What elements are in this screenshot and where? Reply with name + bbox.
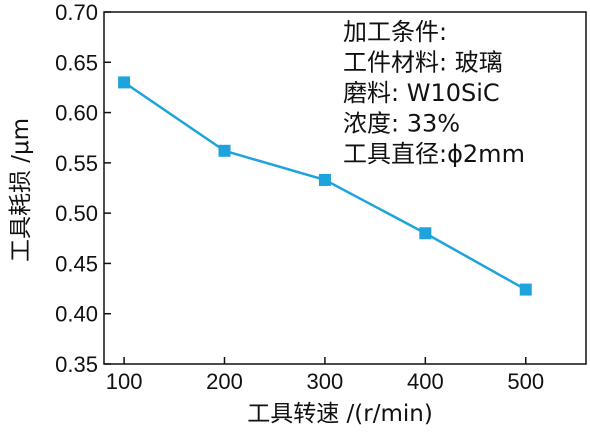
- series-group: [118, 76, 532, 296]
- y-tick-label: 0.55: [55, 151, 98, 176]
- annotation-line: 工件材料: 玻璃: [343, 49, 503, 77]
- annotation-line: 磨料: W10SiC: [343, 79, 500, 107]
- y-axis-label: 工具耗损 /μm: [8, 118, 34, 262]
- y-tick-label: 0.65: [55, 50, 98, 75]
- plot-frame: [103, 11, 587, 365]
- series-line: [123, 81, 527, 291]
- x-tick-label: 100: [106, 369, 143, 394]
- y-tick-label: 0.60: [55, 101, 98, 126]
- annotation-line: 加工条件:: [343, 18, 447, 46]
- x-axis: 100 200 300 400 500: [106, 357, 544, 394]
- y-axis: 0.35 0.40 0.45 0.50 0.55 0.60 0.65 0.70: [55, 0, 111, 377]
- x-tick-label: 200: [206, 369, 243, 394]
- y-tick-label: 0.70: [55, 0, 98, 25]
- annotation-line: 工具直径:ϕ2mm: [343, 140, 525, 168]
- y-tick-label: 0.40: [55, 302, 98, 327]
- data-point: [218, 144, 231, 157]
- x-tick-label: 400: [407, 369, 444, 394]
- y-tick-label: 0.45: [55, 251, 98, 276]
- x-tick-label: 500: [507, 369, 544, 394]
- data-point: [318, 173, 331, 186]
- y-tick-label: 0.35: [55, 352, 98, 377]
- x-axis-label: 工具转速 /(r/min): [247, 401, 433, 427]
- y-tick-label: 0.50: [55, 201, 98, 226]
- annotation-line: 浓度: 33%: [343, 110, 460, 138]
- data-point: [419, 227, 432, 240]
- data-point: [519, 283, 532, 296]
- x-tick-label: 300: [307, 369, 344, 394]
- data-point: [118, 76, 131, 89]
